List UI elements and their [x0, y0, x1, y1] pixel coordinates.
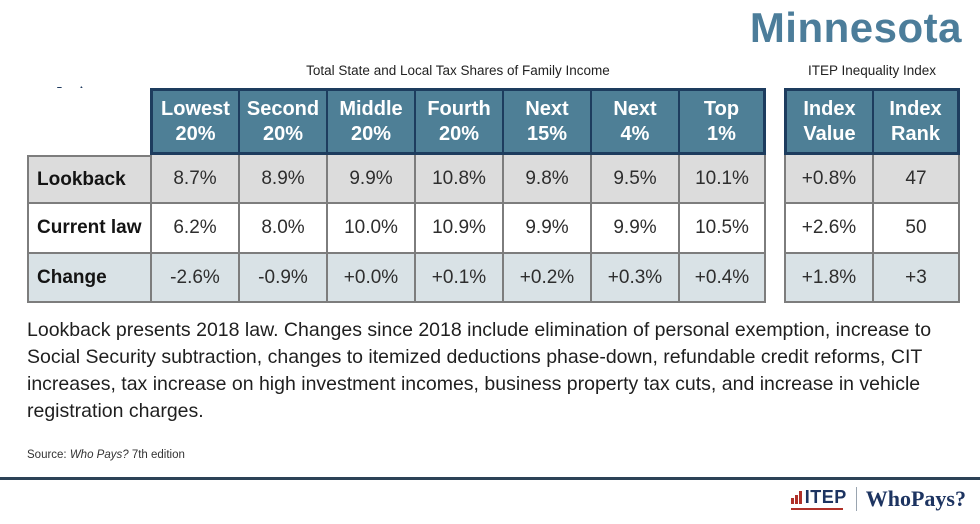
- column-header-line2: Rank: [891, 122, 940, 145]
- table-cell: 8.9%: [238, 155, 326, 204]
- column-header-line1: Next: [525, 97, 569, 120]
- index-table-title: ITEP Inequality Index: [807, 63, 937, 78]
- table-cell: +0.8%: [784, 155, 872, 204]
- column-header-top-1: Top 1%: [678, 88, 766, 155]
- column-header-lowest-20: Lowest 20%: [150, 88, 238, 155]
- table-cell: +2.6%: [784, 204, 872, 254]
- itep-logo-underline: [790, 508, 843, 510]
- table-cell: 10.5%: [678, 204, 766, 254]
- column-header-line2: Value: [803, 122, 856, 145]
- table-cell: +0.0%: [326, 254, 414, 303]
- table-cell: 10.1%: [678, 155, 766, 204]
- column-header-middle-20: Middle 20%: [326, 88, 414, 155]
- table-cell: 8.7%: [150, 155, 238, 204]
- table-cell: -0.9%: [238, 254, 326, 303]
- table-cell: +0.2%: [502, 254, 590, 303]
- row-label-lookback: Lookback: [27, 155, 150, 204]
- main-table-title: Total State and Local Tax Shares of Fami…: [306, 63, 610, 78]
- column-header-line1: Index: [803, 97, 856, 120]
- column-header-line1: Index: [889, 97, 942, 120]
- column-header-line1: Fourth: [427, 97, 491, 120]
- table-cell: 9.8%: [502, 155, 590, 204]
- whopays-logo-text: WhoPays?: [865, 486, 966, 511]
- column-header-second-20: Second 20%: [238, 88, 326, 155]
- itep-logo: ITEP: [790, 487, 847, 510]
- table-cell: +0.3%: [590, 254, 678, 303]
- table-cell: +0.4%: [678, 254, 766, 303]
- column-header-line2: 4%: [620, 122, 650, 145]
- column-header-next-4: Next 4%: [590, 88, 678, 155]
- table-cell: 9.9%: [590, 204, 678, 254]
- table-cell: 50: [872, 204, 960, 254]
- table-cell: +0.1%: [414, 254, 502, 303]
- footer-logos: ITEP WhoPays?: [790, 486, 966, 511]
- table-cell: 6.2%: [150, 204, 238, 254]
- column-header-line2: 20%: [175, 122, 216, 145]
- column-header-line2: 20%: [350, 122, 392, 145]
- table-cell: 8.0%: [238, 204, 326, 254]
- column-header-line2: 1%: [707, 122, 736, 145]
- column-header-line1: Second: [246, 97, 320, 120]
- column-header-index-value: Index Value: [784, 88, 872, 155]
- column-header-line1: Middle: [339, 97, 403, 120]
- table-cell: 47: [872, 155, 960, 204]
- column-header-index-rank: Index Rank: [872, 88, 960, 155]
- column-header-line2: 20%: [438, 122, 480, 145]
- column-header-fourth-20: Fourth 20%: [414, 88, 502, 155]
- table-cell: +3: [872, 254, 960, 303]
- table-cell: 9.9%: [502, 204, 590, 254]
- table-cell: +1.8%: [784, 254, 872, 303]
- table-corner-cell: [27, 88, 150, 155]
- column-header-next-15: Next 15%: [502, 88, 590, 155]
- column-header-line2: 20%: [262, 122, 304, 145]
- logo-divider: [855, 487, 857, 511]
- source-suffix: 7th edition: [128, 449, 185, 461]
- table-cell: 10.9%: [414, 204, 502, 254]
- itep-bar-chart-icon: [790, 491, 802, 506]
- column-header-line1: Next: [613, 97, 657, 120]
- inequality-index-table: Index Value Index Rank +0.8% 47 +2.6% 50…: [784, 88, 960, 303]
- itep-logo-text: ITEP: [804, 487, 847, 507]
- footer-divider: [0, 477, 980, 480]
- table-cell: 10.8%: [414, 155, 502, 204]
- column-header-line1: Top: [703, 97, 740, 120]
- methodology-note: Lookback presents 2018 law. Changes sinc…: [27, 319, 932, 422]
- table-cell: 9.9%: [326, 155, 414, 204]
- tax-shares-table: Lowest 20% Second 20% Middle 20% Fourth …: [27, 88, 766, 303]
- source-prefix: Source:: [27, 449, 70, 461]
- column-header-line2: 15%: [526, 122, 568, 145]
- table-cell: -2.6%: [150, 254, 238, 303]
- table-cell: 9.5%: [590, 155, 678, 204]
- table-cell: 10.0%: [326, 204, 414, 254]
- row-label-change: Change: [27, 254, 150, 303]
- source-work-title: Who Pays?: [69, 449, 129, 461]
- source-line: Source: Who Pays? 7th edition: [27, 449, 185, 461]
- column-header-line1: Lowest: [161, 97, 230, 120]
- row-label-current-law: Current law: [27, 204, 150, 254]
- page-title: Minnesota: [749, 4, 962, 51]
